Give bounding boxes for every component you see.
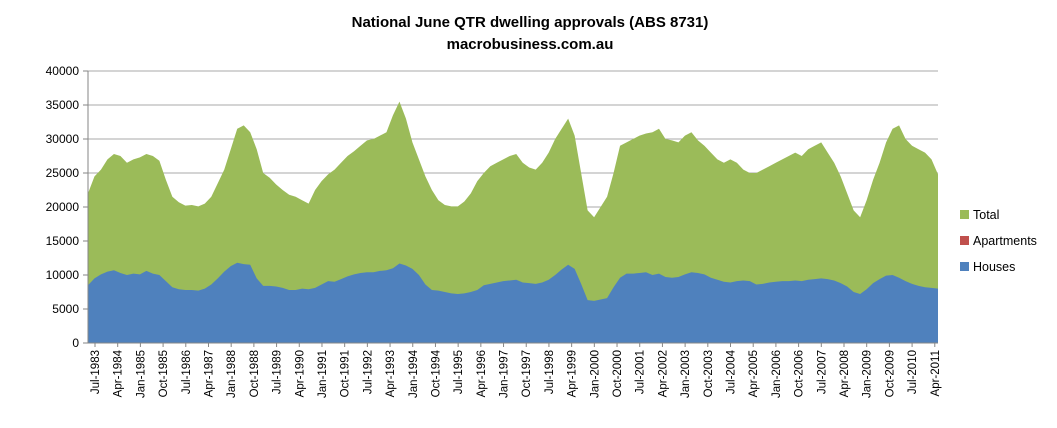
x-tick-label-30: Jan-2006 <box>771 350 783 398</box>
x-tick-label-5: Apr-1987 <box>204 350 216 397</box>
x-tick-label-4: Jul-1986 <box>181 350 193 394</box>
x-tick-label-11: Oct-1991 <box>340 350 352 397</box>
x-tick-label-12: Jul-1992 <box>362 350 374 394</box>
legend: Total Apartments Houses <box>960 208 1037 274</box>
x-tick-label-8: Jul-1989 <box>272 350 284 394</box>
y-tick-label-3: 15000 <box>46 234 80 248</box>
x-tick-label-35: Oct-2009 <box>884 350 896 397</box>
y-tick-label-6: 30000 <box>46 132 80 146</box>
chart-subtitle: macrobusiness.com.au <box>447 36 614 53</box>
legend-swatch-houses <box>960 262 969 271</box>
y-tick-label-2: 10000 <box>46 268 80 282</box>
y-tick-label-1: 5000 <box>52 302 79 316</box>
y-axis-ticks: 0 5000 10000 15000 20000 25000 30000 35000 40000 <box>46 64 88 350</box>
series-area-houses <box>88 262 938 343</box>
legend-label-total: Total <box>973 208 999 222</box>
x-axis-ticks: Jul-1983 Apr-1984 Jan-1985 Oct-1985 Jul-1986… <box>90 343 942 398</box>
legend-label-apartments: Apartments <box>973 234 1037 248</box>
x-tick-label-26: Jan-2003 <box>680 350 692 398</box>
x-tick-label-13: Apr-1993 <box>385 350 397 397</box>
x-tick-label-20: Jul-1998 <box>544 350 556 394</box>
x-tick-label-10: Jan-1991 <box>317 350 329 398</box>
x-tick-label-2: Jan-1985 <box>135 350 147 398</box>
x-tick-label-21: Apr-1999 <box>567 350 579 397</box>
x-tick-label-9: Apr-1990 <box>294 350 306 397</box>
x-tick-label-6: Jan-1988 <box>226 350 238 398</box>
x-tick-label-24: Jul-2001 <box>635 350 647 394</box>
x-tick-label-37: Apr-2011 <box>930 350 942 396</box>
x-tick-label-22: Jan-2000 <box>589 350 601 398</box>
plot-areas <box>88 101 938 343</box>
chart-title: National June QTR dwelling approvals (AB… <box>352 14 709 31</box>
x-tick-label-27: Oct-2003 <box>703 350 715 397</box>
x-tick-label-1: Apr-1984 <box>113 349 125 397</box>
x-tick-label-18: Jan-1997 <box>499 350 511 398</box>
x-tick-label-32: Jul-2007 <box>816 350 828 394</box>
x-tick-label-25: Apr-2002 <box>657 350 669 397</box>
y-tick-label-8: 40000 <box>46 64 80 78</box>
x-tick-label-28: Jul-2004 <box>726 349 738 394</box>
x-tick-label-16: Jul-1995 <box>453 350 465 394</box>
y-tick-label-4: 20000 <box>46 200 80 214</box>
x-tick-label-7: Oct-1988 <box>249 350 261 397</box>
x-tick-label-36: Jul-2010 <box>907 350 919 394</box>
x-tick-label-19: Oct-1997 <box>521 350 533 397</box>
legend-label-houses: Houses <box>973 260 1015 274</box>
x-tick-label-34: Jan-2009 <box>862 350 874 398</box>
x-tick-label-17: Apr-1996 <box>476 350 488 397</box>
x-tick-label-29: Apr-2005 <box>748 350 760 397</box>
y-tick-label-7: 35000 <box>46 98 80 112</box>
x-tick-label-33: Apr-2008 <box>839 350 851 397</box>
y-tick-label-0: 0 <box>72 336 79 350</box>
x-tick-label-31: Oct-2006 <box>794 350 806 397</box>
legend-swatch-apartments <box>960 236 969 245</box>
x-tick-label-15: Oct-1994 <box>431 349 443 397</box>
legend-swatch-total <box>960 210 969 219</box>
x-tick-label-3: Oct-1985 <box>158 350 170 397</box>
x-tick-label-14: Jan-1994 <box>408 349 420 398</box>
y-tick-label-5: 25000 <box>46 166 80 180</box>
x-tick-label-23: Oct-2000 <box>612 350 624 397</box>
x-tick-label-0: Jul-1983 <box>90 350 102 394</box>
